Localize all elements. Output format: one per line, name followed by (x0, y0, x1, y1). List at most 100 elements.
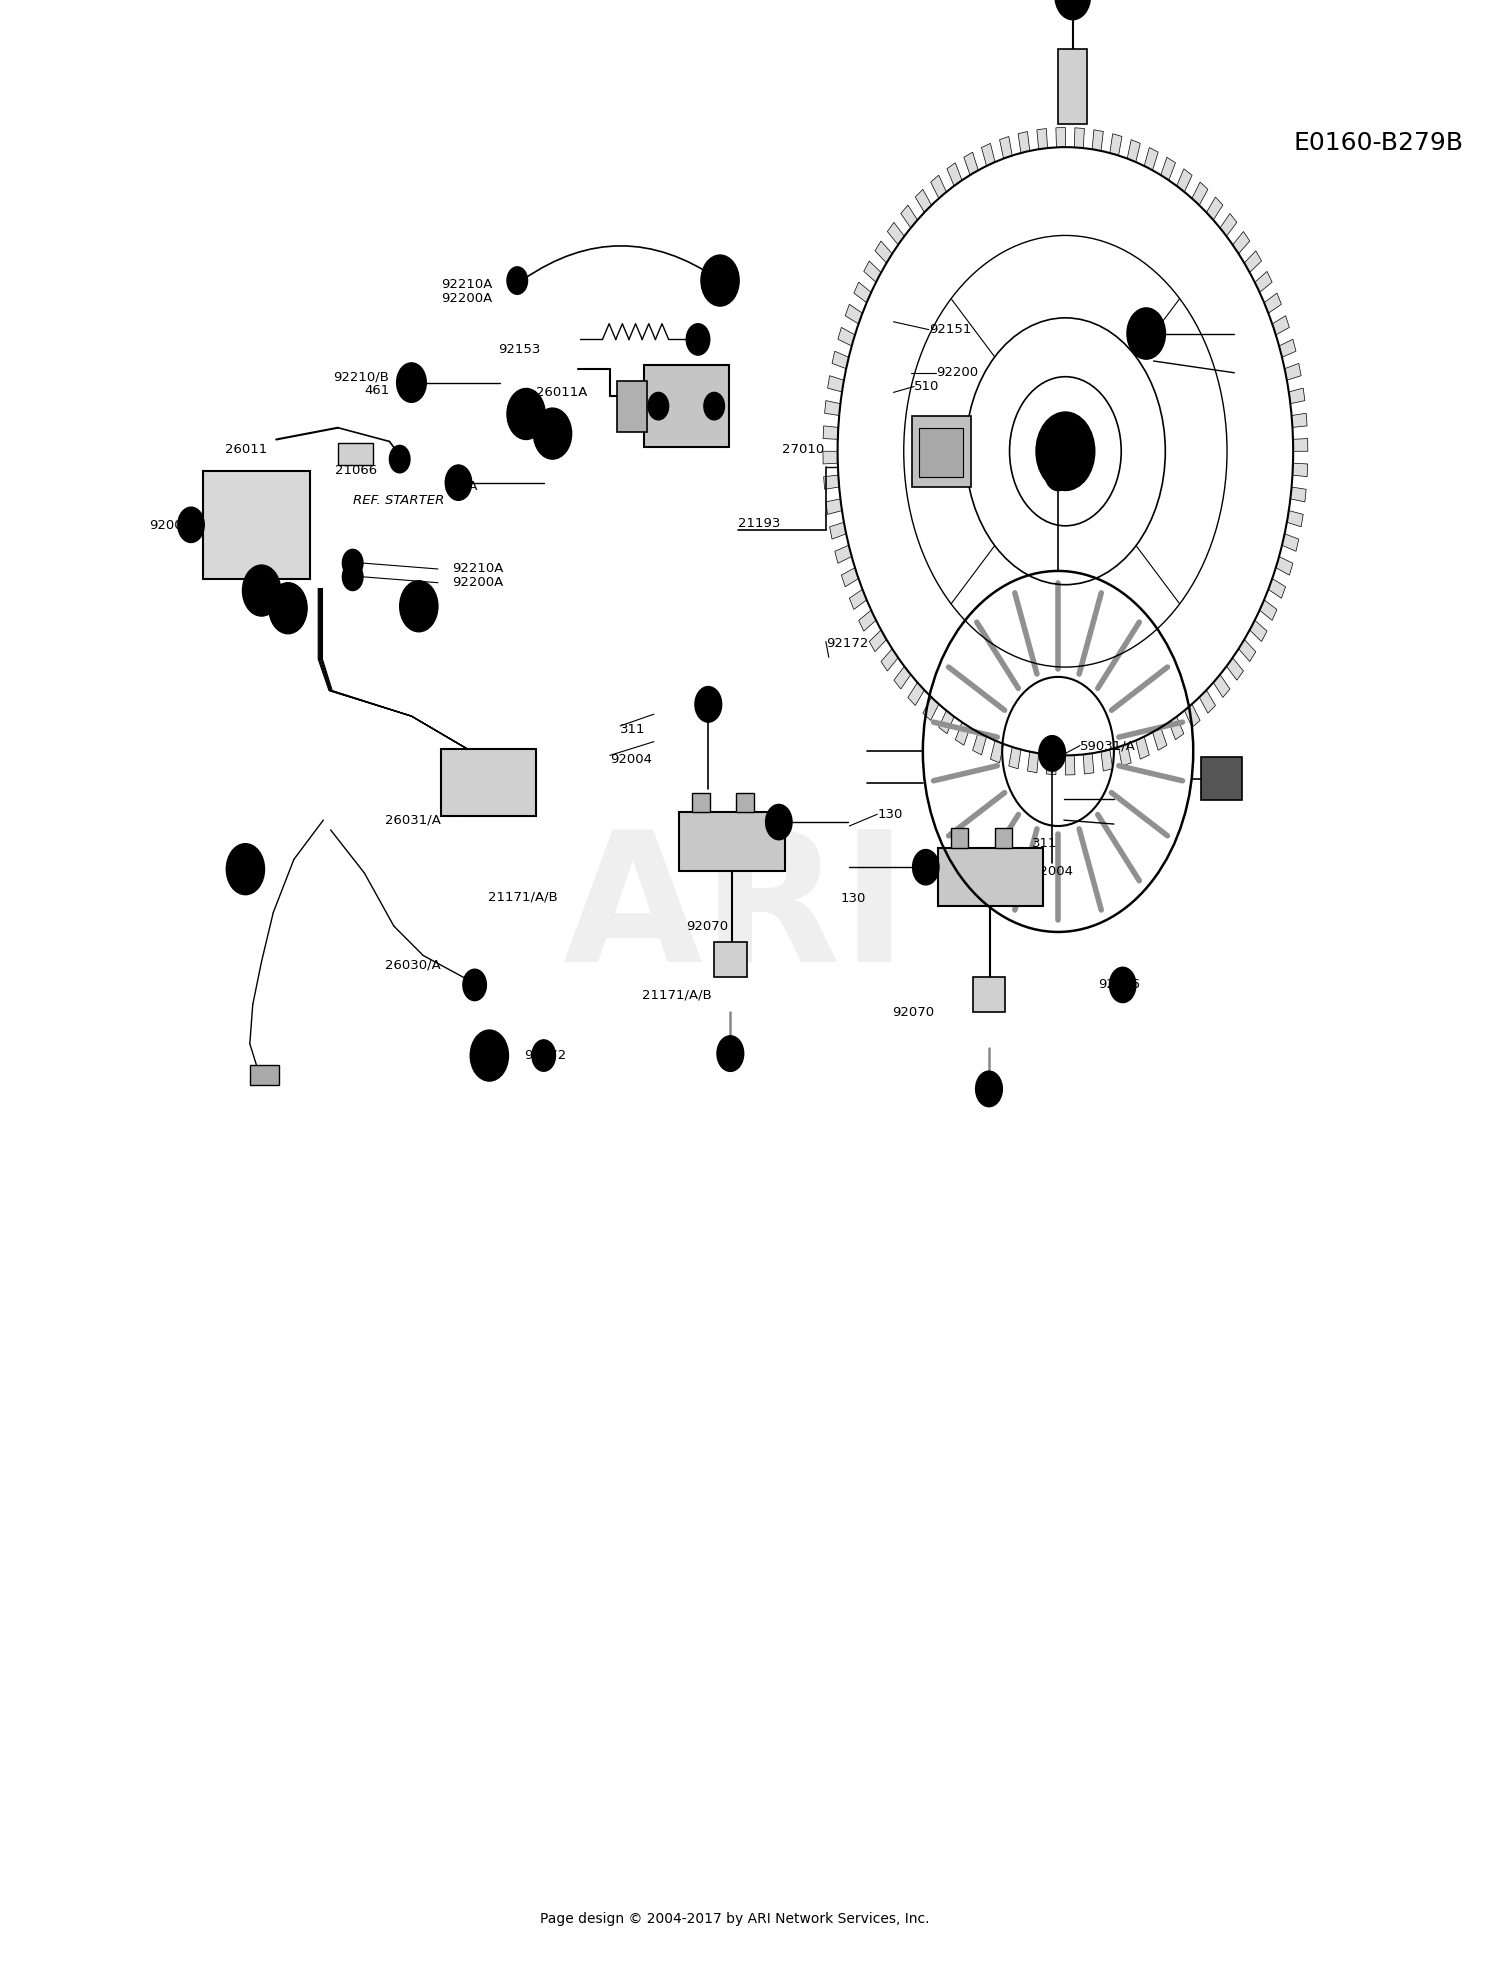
Text: 92004: 92004 (1032, 865, 1074, 877)
Circle shape (507, 388, 544, 439)
Text: 21171/A/B: 21171/A/B (642, 989, 712, 1001)
Polygon shape (1176, 169, 1192, 192)
Polygon shape (1220, 214, 1238, 235)
Circle shape (1110, 967, 1136, 1003)
Polygon shape (908, 683, 924, 706)
Bar (951, 828, 969, 848)
Text: 26030/A: 26030/A (386, 959, 441, 971)
Text: A: A (716, 275, 724, 286)
Polygon shape (1272, 316, 1290, 336)
Text: 92200: 92200 (936, 367, 978, 379)
Polygon shape (1036, 129, 1047, 149)
Polygon shape (1276, 557, 1293, 575)
Text: 92072: 92072 (525, 1050, 567, 1061)
Text: 92153: 92153 (498, 343, 542, 355)
Polygon shape (1136, 736, 1149, 759)
Circle shape (765, 804, 792, 840)
Text: 26011A: 26011A (537, 387, 588, 398)
Polygon shape (1214, 675, 1230, 697)
Text: 26011: 26011 (225, 443, 267, 455)
Text: 92004: 92004 (610, 753, 652, 765)
Polygon shape (830, 522, 846, 540)
Text: C: C (258, 585, 266, 596)
Polygon shape (1185, 704, 1200, 728)
Text: C: C (486, 1050, 494, 1061)
Circle shape (268, 583, 308, 634)
Polygon shape (1288, 388, 1305, 404)
Bar (920, 428, 963, 477)
Text: 130: 130 (878, 808, 903, 820)
Polygon shape (1284, 363, 1300, 381)
Text: 130: 130 (840, 893, 866, 904)
Polygon shape (1152, 728, 1167, 749)
Circle shape (975, 1071, 1002, 1107)
Polygon shape (858, 610, 876, 632)
Polygon shape (1101, 749, 1113, 771)
Polygon shape (1161, 157, 1176, 181)
Polygon shape (849, 589, 867, 610)
Circle shape (694, 687, 721, 722)
Polygon shape (1126, 139, 1140, 163)
Circle shape (700, 255, 740, 306)
Bar (912, 416, 970, 487)
Polygon shape (824, 451, 839, 463)
Circle shape (243, 565, 280, 616)
Polygon shape (1206, 196, 1222, 220)
Circle shape (648, 392, 669, 420)
Circle shape (464, 969, 486, 1001)
Circle shape (178, 508, 204, 542)
Circle shape (534, 408, 572, 459)
Polygon shape (868, 630, 886, 651)
Bar (994, 828, 1012, 848)
Circle shape (922, 571, 1192, 932)
Circle shape (704, 392, 724, 420)
Text: 92066: 92066 (1098, 979, 1140, 991)
Text: 92009: 92009 (148, 520, 190, 532)
Polygon shape (824, 475, 839, 489)
Polygon shape (828, 375, 844, 392)
Polygon shape (999, 137, 1012, 159)
Polygon shape (1065, 755, 1076, 775)
Polygon shape (939, 710, 954, 734)
Polygon shape (864, 261, 880, 283)
Bar (644, 365, 729, 447)
Text: 92070: 92070 (892, 1007, 934, 1018)
Polygon shape (842, 567, 858, 587)
Polygon shape (1200, 691, 1215, 712)
Circle shape (446, 465, 471, 500)
Bar (714, 942, 747, 977)
Polygon shape (1256, 271, 1272, 292)
Polygon shape (1290, 487, 1306, 502)
Circle shape (342, 563, 363, 591)
Bar (974, 977, 1005, 1012)
Polygon shape (1269, 579, 1286, 598)
Polygon shape (930, 175, 946, 198)
Polygon shape (824, 426, 839, 439)
Polygon shape (888, 222, 904, 245)
Bar (938, 848, 1044, 906)
Polygon shape (1028, 751, 1038, 773)
Polygon shape (1119, 744, 1131, 765)
Polygon shape (1056, 128, 1065, 147)
Polygon shape (1047, 755, 1056, 775)
Polygon shape (1144, 147, 1158, 171)
Text: B: B (416, 600, 423, 612)
Text: 510: 510 (914, 381, 939, 392)
Text: A: A (522, 408, 530, 420)
Circle shape (532, 1040, 555, 1071)
Text: D: D (242, 863, 249, 875)
Bar (202, 471, 310, 579)
Text: 26031/A: 26031/A (386, 814, 441, 826)
Polygon shape (1192, 182, 1208, 206)
Bar (736, 793, 754, 812)
Polygon shape (964, 153, 978, 175)
Polygon shape (990, 740, 1004, 763)
Text: 92200A: 92200A (441, 292, 492, 304)
Text: 130A: 130A (444, 481, 478, 492)
Polygon shape (915, 190, 932, 212)
Polygon shape (1083, 753, 1094, 773)
Text: 26031B: 26031B (444, 787, 495, 799)
Circle shape (1036, 412, 1095, 490)
Polygon shape (981, 143, 994, 167)
Polygon shape (1019, 131, 1031, 153)
